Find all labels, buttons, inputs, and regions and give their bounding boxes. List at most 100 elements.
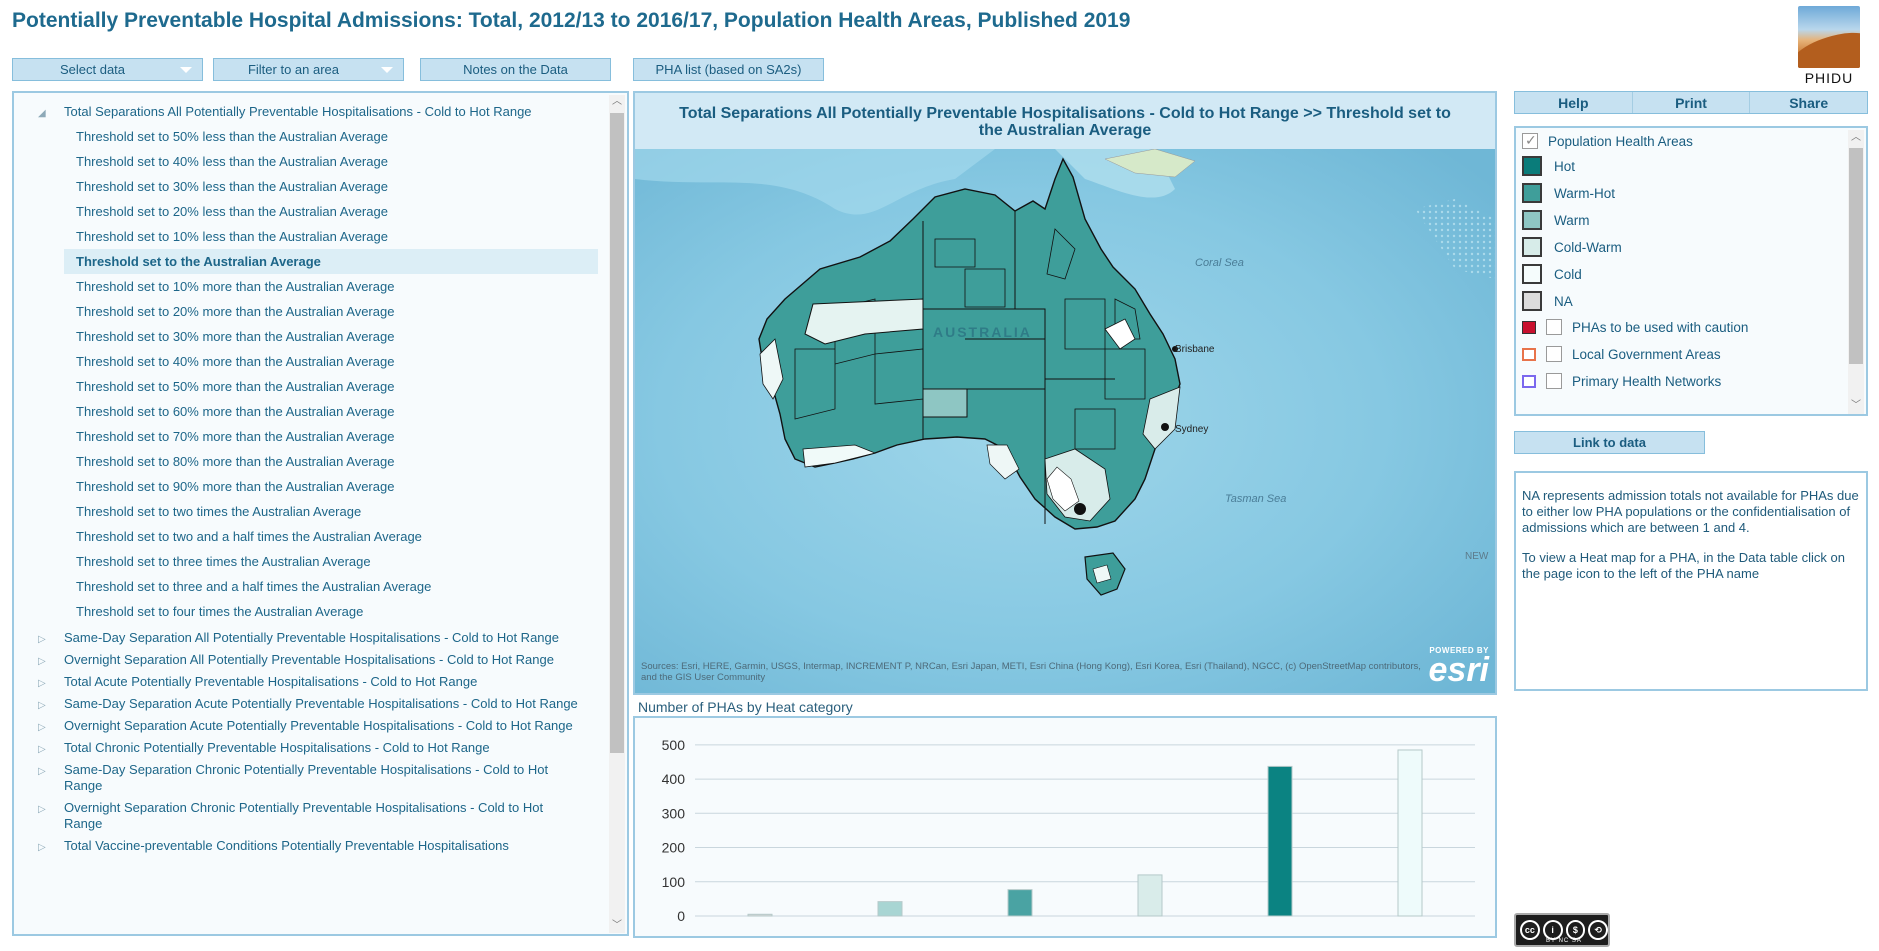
region-warm[interactable] [922,388,968,418]
tree-item[interactable]: Threshold set to 30% less than the Austr… [76,179,388,194]
expand-arrow-icon[interactable]: ▷ [38,842,46,853]
region-east-coast[interactable] [1142,386,1181,450]
expand-arrow-icon[interactable]: ▷ [38,656,46,667]
tree-parent-collapsed[interactable]: ▷ Same-Day Separation Chronic Potentially… [14,762,610,794]
tree-parent-collapsed[interactable]: ▷ Same-Day Separation All Potentially Pre… [14,630,610,646]
bar-hot[interactable] [1267,765,1293,917]
tree-parent-collapsed[interactable]: ▷ Overnight Separation Chronic Potentiall… [14,800,610,832]
overlay-checkbox[interactable] [1546,346,1562,362]
expand-arrow-icon[interactable]: ▷ [38,678,46,689]
tree-item[interactable]: Threshold set to 80% more than the Austr… [76,454,395,469]
tree-parent-collapsed[interactable]: ▷ Total Chronic Potentially Preventable H… [14,740,610,756]
scroll-up-icon[interactable]: ︿ [612,96,622,107]
region-vic-cold[interactable] [1046,466,1080,512]
tree-item[interactable]: Threshold set to two and a half times th… [76,529,422,544]
australia-label: AUSTRALIA [933,324,1032,340]
tree-item[interactable]: Threshold set to 40% more than the Austr… [76,354,395,369]
scroll-thumb[interactable] [610,113,624,753]
legend-item: Cold [1522,264,1582,284]
tree-parent-collapsed[interactable]: ▷ Same-Day Separation Acute Potentially P… [14,696,610,712]
reef-area [1415,199,1495,279]
tasman-sea-label: Tasman Sea [1225,493,1286,505]
tree-item[interactable]: Threshold set to 40% less than the Austr… [76,154,388,169]
tree-item[interactable]: Threshold set to two times the Australia… [76,504,362,519]
phidu-logo[interactable]: PHIDU [1796,6,1862,86]
region-sa-cold[interactable] [986,444,1020,480]
pha-list-button[interactable]: PHA list (based on SA2s) [633,58,824,81]
scroll-up-icon[interactable]: ︿ [1851,132,1861,143]
scroll-thumb[interactable] [1849,148,1863,364]
tree-item[interactable]: Threshold set to 20% more than the Austr… [76,304,395,319]
expand-arrow-icon[interactable]: ▷ [38,766,46,777]
select-data-dropdown[interactable]: Select data [12,58,203,81]
region-cold-west[interactable] [759,338,784,400]
tree-item[interactable]: Threshold set to 10% more than the Austr… [76,279,395,294]
filter-area-dropdown[interactable]: Filter to an area [213,58,404,81]
legend-overlay-toggle[interactable]: Local Government Areas [1522,346,1721,362]
expand-arrow-icon[interactable]: ▷ [38,700,46,711]
legend-label: Cold-Warm [1554,239,1622,255]
region-cold-qld[interactable] [1104,318,1136,350]
link-to-data-button[interactable]: Link to data [1514,431,1705,454]
tree-parent-collapsed[interactable]: ▷ Overnight Separation Acute Potentially … [14,718,610,734]
tree-item[interactable]: Threshold set to 60% more than the Austr… [76,404,395,419]
tree-parent-expanded[interactable]: ◢ Total Separations All Potentially Prev… [14,99,610,124]
tree-item[interactable]: Threshold set to three times the Austral… [76,554,371,569]
chart-panel: 0 100 200 300 400 500 [633,716,1497,938]
tree-item[interactable]: Threshold set to 50% less than the Austr… [76,129,388,144]
creative-commons-badge[interactable]: cc i $ ⟲ BY NC SA [1514,913,1610,947]
layer-checkbox[interactable] [1522,132,1538,149]
logo-text: PHIDU [1804,70,1854,86]
tree-parent-collapsed[interactable]: ▷ Overnight Separation All Potentially Pr… [14,652,610,668]
brisbane-dense [1172,346,1178,352]
tree-parent-collapsed[interactable]: ▷ Total Vaccine-preventable Conditions Po… [14,838,610,854]
overlay-checkbox[interactable] [1546,319,1562,335]
bar-na[interactable] [747,913,773,917]
heat-category-bar-chart: 0 100 200 300 400 500 [662,737,1475,924]
tree-parent-label: Total Acute Potentially Preventable Hosp… [64,674,478,689]
legend-panel: Population Health Areas Hot Warm-Hot Warm C… [1514,126,1868,416]
legend-overlay-toggle[interactable]: PHAs to be used with caution [1522,319,1748,335]
collapse-arrow-icon[interactable]: ◢ [38,108,46,119]
expand-arrow-icon[interactable]: ▷ [38,634,46,645]
tree-item[interactable]: Threshold set to 30% more than the Austr… [76,329,395,344]
tree-item[interactable]: Threshold set to 50% more than the Austr… [76,379,395,394]
print-button[interactable]: Print [1633,92,1751,113]
expand-arrow-icon[interactable]: ▷ [38,744,46,755]
tree-item[interactable]: Threshold set to 90% more than the Austr… [76,479,395,494]
tree-item[interactable]: Threshold set to 70% more than the Austr… [76,429,395,444]
map-canvas[interactable]: Coral Sea Tasman Sea AUSTRALIA Brisbane … [635,149,1495,693]
notes-paragraph-na: NA represents admission totals not avail… [1522,488,1859,535]
bar-warm-hot[interactable] [1397,749,1423,917]
nc-icon: $ [1565,920,1586,940]
australia-map[interactable]: Coral Sea Tasman Sea AUSTRALIA Brisbane … [635,149,1495,693]
brisbane-label: Brisbane [1175,344,1215,355]
legend-layer-toggle[interactable]: Population Health Areas [1522,132,1693,149]
region-sw[interactable] [802,444,877,468]
help-button[interactable]: Help [1515,92,1633,113]
scroll-down-icon[interactable]: ﹀ [612,920,622,931]
legend-overlay-toggle[interactable]: Primary Health Networks [1522,373,1721,389]
overlay-checkbox[interactable] [1546,373,1562,389]
tree-item-selected[interactable]: Threshold set to the Australian Average [64,249,598,274]
region-cold-warm[interactable] [804,298,924,345]
tree-item[interactable]: Threshold set to 20% less than the Austr… [76,204,388,219]
bar-cold[interactable] [877,901,903,917]
notes-button[interactable]: Notes on the Data [420,58,611,81]
scroll-down-icon[interactable]: ﹀ [1851,400,1861,411]
tree-parent-collapsed[interactable]: ▷ Total Acute Potentially Preventable Hos… [14,674,610,690]
tree-item[interactable]: Threshold set to 10% less than the Austr… [76,229,388,244]
tree-item[interactable]: Threshold set to three and a half times … [76,579,432,594]
expand-arrow-icon[interactable]: ▷ [38,804,46,815]
share-button[interactable]: Share [1789,94,1829,111]
bar-warm[interactable] [1007,889,1033,917]
bar-cold-warm[interactable] [1137,874,1163,917]
expand-arrow-icon[interactable]: ▷ [38,722,46,733]
esri-logo[interactable]: POWERED BY esri [1428,646,1490,689]
legend-swatch [1522,183,1542,203]
tree-item[interactable]: Threshold set to four times the Australi… [76,604,364,619]
legend-scrollbar[interactable]: ︿ ﹀ [1848,130,1864,414]
tree-scrollbar[interactable]: ︿ ﹀ [609,95,625,933]
esri-name: esri [1428,651,1490,689]
tasmania-cold[interactable] [1092,564,1112,584]
